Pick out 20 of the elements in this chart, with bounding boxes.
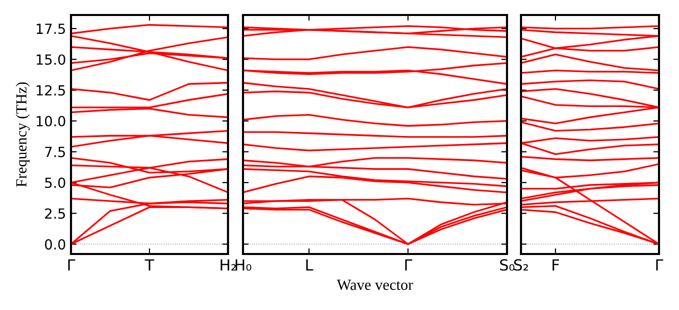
y-tick-label: 0.0 [44,239,66,250]
x-tick-label: H₂ [220,259,236,271]
y-tick-label: 10.0 [36,116,66,126]
y-tick-label: 2.5 [45,208,65,219]
x-axis-title: Wave vector [336,280,414,290]
x-tick-label: S₀ [500,259,514,271]
y-tick-label: 5.0 [45,178,66,188]
x-tick-label: Γ [405,259,412,270]
x-tick-label: Γ [68,259,76,270]
y-tick-label: 17.5 [36,24,65,34]
x-tick-label: S₂ [514,259,528,271]
y-tick-label: 7.5 [45,146,65,158]
x-tick-label: F [552,259,560,270]
x-tick-label: L [306,259,314,270]
y-tick-label: 15.0 [36,54,66,65]
y-tick-label: 12.5 [36,85,65,96]
x-tick-label: T [144,259,154,270]
x-tick-label: Γ [656,259,664,270]
y-axis-title: Frequency (THz) [16,82,30,187]
x-tick-label: H₀ [236,259,252,271]
